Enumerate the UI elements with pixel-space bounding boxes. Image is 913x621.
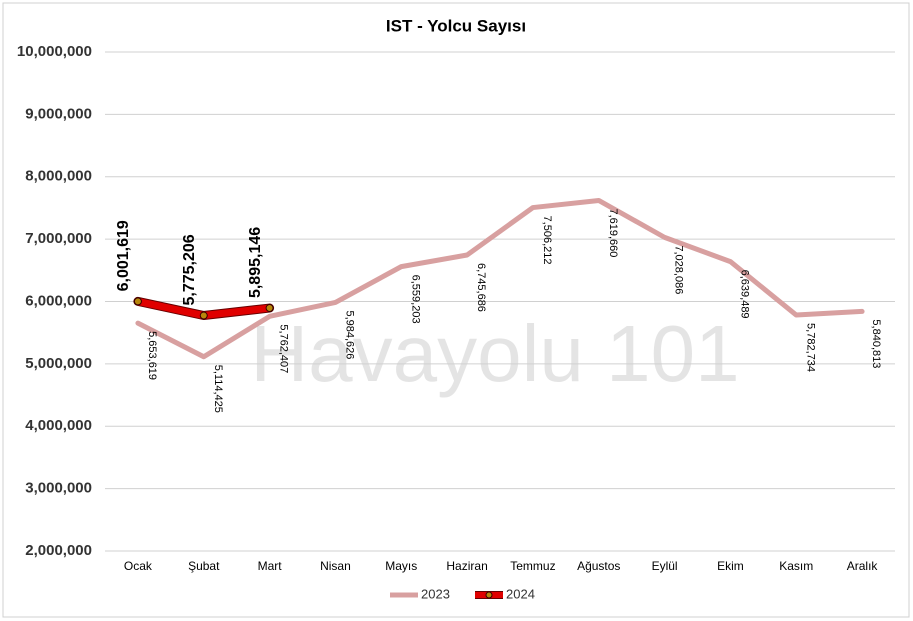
legend-marker <box>485 591 493 599</box>
legend-label: 2024 <box>506 586 535 601</box>
marker <box>133 297 142 306</box>
data-label: 6,639,489 <box>739 270 751 319</box>
marker <box>265 304 274 313</box>
x-tick-label: Nisan <box>320 559 351 573</box>
x-tick-label: Temmuz <box>510 559 555 573</box>
data-label: 5,984,626 <box>344 310 356 359</box>
y-tick-label: 10,000,000 <box>17 43 92 60</box>
series-0: 5,653,619 5,114,425 5,762,407 5,984,626 6,55… <box>135 197 882 413</box>
marker <box>199 311 208 320</box>
y-tick-label: 7,000,000 <box>25 230 92 247</box>
data-label: 5,782,734 <box>804 323 816 372</box>
watermark: Havayolu 101 <box>250 309 739 398</box>
data-label: 5,895,146 <box>247 227 264 298</box>
x-tick-label: Ağustos <box>577 559 620 573</box>
line <box>135 197 865 360</box>
x-tick-label: Aralık <box>847 559 879 573</box>
y-tick-label: 8,000,000 <box>25 168 92 185</box>
data-label: 5,114,425 <box>212 365 224 413</box>
x-tick-label: Şubat <box>188 559 220 573</box>
data-label: 7,506,212 <box>541 216 553 265</box>
y-tick-label: 2,000,000 <box>25 542 92 559</box>
x-tick-label: Kasım <box>779 559 813 573</box>
data-label: 5,762,407 <box>278 324 290 373</box>
data-label: 6,745,686 <box>475 263 487 312</box>
legend-label: 2023 <box>421 586 450 601</box>
data-label: 5,775,206 <box>181 234 198 305</box>
chart-title: IST - Yolcu Sayısı <box>386 16 526 35</box>
data-label: 7,619,660 <box>607 208 619 257</box>
y-tick-label: 4,000,000 <box>25 417 92 434</box>
x-tick-label: Eylül <box>652 559 678 573</box>
y-tick-label: 6,000,000 <box>25 292 92 309</box>
x-tick-label: Mart <box>258 559 283 573</box>
data-label: 6,001,619 <box>115 220 132 291</box>
data-label: 5,653,619 <box>146 331 158 380</box>
x-tick-label: Mayıs <box>385 559 417 573</box>
y-tick-label: 9,000,000 <box>25 105 92 122</box>
x-tick-label: Ekim <box>717 559 744 573</box>
y-tick-label: 5,000,000 <box>25 355 92 372</box>
data-label: 7,028,086 <box>673 245 685 294</box>
x-tick-label: Ocak <box>124 559 153 573</box>
series-1: 6,001,619 5,775,206 5,895,146 <box>115 220 275 321</box>
x-tick-label: Haziran <box>446 559 487 573</box>
y-tick-label: 3,000,000 <box>25 480 92 497</box>
data-label: 6,559,203 <box>409 275 421 324</box>
data-label: 5,840,813 <box>870 319 882 368</box>
